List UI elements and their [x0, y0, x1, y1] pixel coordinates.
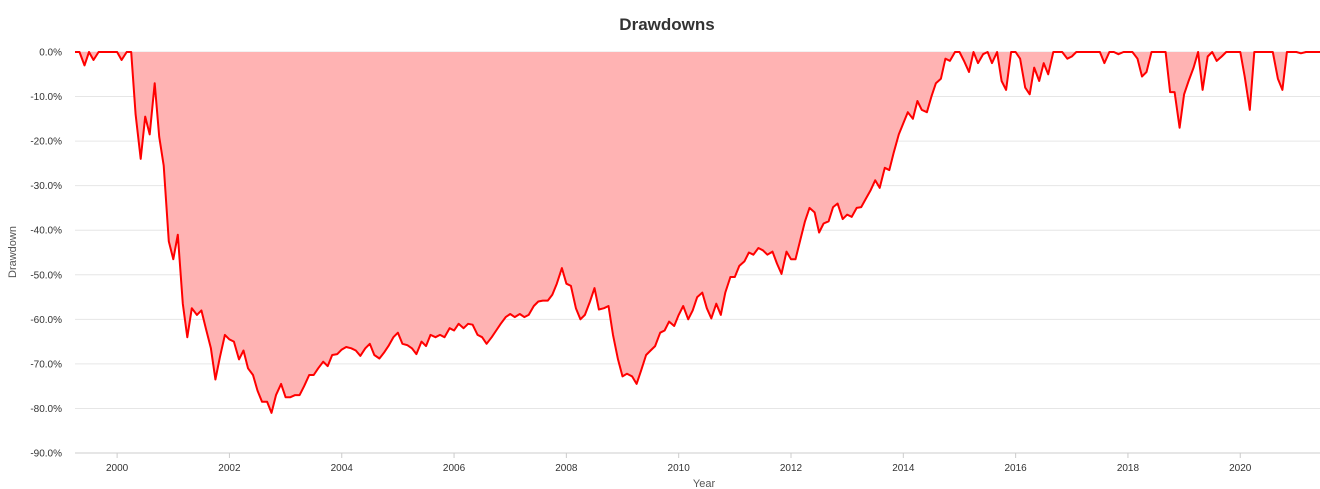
y-tick-label: -50.0% [30, 270, 62, 281]
y-tick-label: -80.0% [30, 404, 62, 415]
y-tick-label: -60.0% [30, 315, 62, 326]
y-tick-label: -90.0% [30, 449, 62, 460]
drawdown-series [75, 51, 1320, 414]
x-tick-label: 2014 [892, 463, 915, 474]
x-axis-label: Year [693, 478, 716, 489]
drawdown-line [75, 51, 1320, 414]
x-tick-label: 2010 [668, 463, 691, 474]
x-tick-label: 2006 [443, 463, 466, 474]
drawdown-area [75, 52, 1320, 413]
y-axis-label: Drawdown [7, 226, 19, 278]
x-tick-label: 2016 [1005, 463, 1028, 474]
x-tick-label: 2002 [218, 463, 241, 474]
y-tick-label: -30.0% [30, 181, 62, 192]
x-tick-label: 2018 [1117, 463, 1140, 474]
x-tick-label: 2000 [106, 463, 129, 474]
x-tick-label: 2012 [780, 463, 803, 474]
y-axis-ticks: 0.0% -10.0% -20.0% -30.0% -40.0% -50.0% -60.0%… [30, 48, 62, 460]
y-tick-label: 0.0% [39, 48, 62, 59]
x-tick-label: 2008 [555, 463, 578, 474]
y-tick-label: -10.0% [30, 92, 62, 103]
y-tick-label: -70.0% [30, 359, 62, 370]
y-tick-label: -20.0% [30, 137, 62, 148]
x-axis-ticks: 2000 2002 2004 2006 2008 2010 2012 2014 2016 2018… [106, 453, 1252, 474]
x-tick-label: 2004 [331, 463, 354, 474]
y-tick-label: -40.0% [30, 226, 62, 237]
x-tick-label: 2020 [1229, 463, 1252, 474]
chart-title: Drawdowns [619, 15, 714, 34]
